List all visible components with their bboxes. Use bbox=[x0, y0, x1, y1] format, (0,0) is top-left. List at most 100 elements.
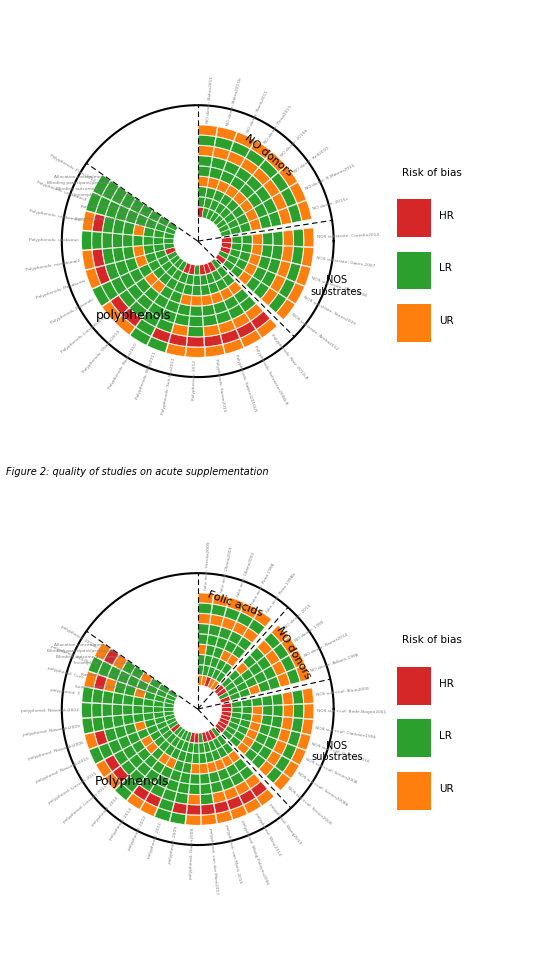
Wedge shape bbox=[136, 278, 151, 293]
Wedge shape bbox=[249, 663, 262, 676]
Wedge shape bbox=[198, 665, 203, 675]
Wedge shape bbox=[227, 687, 239, 695]
Text: Polyphenols: Sabeel2016LR: Polyphenols: Sabeel2016LR bbox=[234, 353, 257, 412]
Wedge shape bbox=[186, 815, 201, 825]
Wedge shape bbox=[198, 197, 205, 207]
Wedge shape bbox=[158, 684, 170, 693]
Text: NO donor: 2015c: NO donor: 2015c bbox=[312, 197, 349, 211]
Wedge shape bbox=[212, 738, 222, 749]
Wedge shape bbox=[296, 665, 310, 682]
Text: Selective reporting: Selective reporting bbox=[114, 211, 156, 215]
Wedge shape bbox=[232, 646, 245, 659]
Wedge shape bbox=[252, 754, 266, 769]
Wedge shape bbox=[218, 768, 230, 780]
Wedge shape bbox=[204, 198, 212, 209]
Wedge shape bbox=[92, 214, 105, 232]
Wedge shape bbox=[261, 288, 278, 306]
Wedge shape bbox=[108, 739, 122, 754]
Wedge shape bbox=[253, 168, 270, 185]
Wedge shape bbox=[212, 270, 222, 282]
Wedge shape bbox=[180, 773, 190, 783]
Wedge shape bbox=[198, 146, 214, 157]
Wedge shape bbox=[145, 719, 156, 728]
Wedge shape bbox=[249, 254, 261, 266]
Wedge shape bbox=[245, 774, 260, 789]
Text: polyphenol: 2012: polyphenol: 2012 bbox=[127, 816, 147, 851]
Wedge shape bbox=[237, 612, 253, 627]
Wedge shape bbox=[219, 224, 229, 232]
Wedge shape bbox=[246, 150, 265, 167]
Wedge shape bbox=[217, 266, 228, 278]
Wedge shape bbox=[187, 805, 200, 815]
Text: NO donor: 1990: NO donor: 1990 bbox=[295, 621, 325, 644]
Wedge shape bbox=[220, 246, 231, 254]
Wedge shape bbox=[282, 691, 293, 705]
Wedge shape bbox=[140, 777, 155, 792]
Wedge shape bbox=[227, 598, 244, 611]
Wedge shape bbox=[92, 717, 104, 732]
Wedge shape bbox=[167, 251, 178, 260]
Wedge shape bbox=[247, 193, 262, 207]
Wedge shape bbox=[136, 319, 155, 336]
Wedge shape bbox=[244, 798, 261, 814]
Wedge shape bbox=[115, 316, 135, 335]
Wedge shape bbox=[281, 637, 297, 654]
Text: NOS sub+cof: Clarkson1996: NOS sub+cof: Clarkson1996 bbox=[315, 726, 376, 739]
Wedge shape bbox=[221, 243, 231, 248]
Wedge shape bbox=[219, 320, 235, 334]
Wedge shape bbox=[205, 731, 212, 741]
Wedge shape bbox=[243, 655, 256, 668]
Wedge shape bbox=[231, 712, 242, 719]
Text: Random sequence generation: Random sequence generation bbox=[81, 205, 147, 209]
Wedge shape bbox=[164, 711, 174, 716]
Wedge shape bbox=[261, 271, 276, 286]
Wedge shape bbox=[102, 233, 112, 248]
Wedge shape bbox=[297, 733, 311, 750]
Wedge shape bbox=[113, 692, 123, 705]
Wedge shape bbox=[123, 705, 133, 714]
Text: Polyphenols: Okamo2014: Polyphenols: Okamo2014 bbox=[82, 329, 121, 374]
Wedge shape bbox=[266, 767, 282, 783]
Wedge shape bbox=[154, 701, 164, 707]
Wedge shape bbox=[198, 125, 217, 137]
Text: NO donor: Adams 1998: NO donor: Adams 1998 bbox=[310, 653, 359, 673]
Wedge shape bbox=[125, 258, 138, 272]
Wedge shape bbox=[207, 635, 218, 647]
Wedge shape bbox=[193, 743, 199, 753]
Wedge shape bbox=[148, 260, 161, 271]
Wedge shape bbox=[213, 647, 224, 659]
Wedge shape bbox=[216, 660, 226, 671]
Wedge shape bbox=[164, 238, 173, 244]
Wedge shape bbox=[244, 263, 257, 276]
Text: polyphenol: 2013b: polyphenol: 2013b bbox=[60, 625, 97, 649]
Wedge shape bbox=[190, 306, 202, 316]
Wedge shape bbox=[98, 662, 112, 677]
Wedge shape bbox=[259, 159, 278, 179]
Wedge shape bbox=[147, 685, 158, 694]
Wedge shape bbox=[235, 167, 252, 182]
Wedge shape bbox=[241, 669, 253, 681]
Wedge shape bbox=[221, 329, 240, 344]
Wedge shape bbox=[281, 656, 295, 671]
Wedge shape bbox=[191, 764, 200, 774]
Wedge shape bbox=[199, 743, 205, 753]
Wedge shape bbox=[115, 783, 132, 800]
Text: folic acid: Pima 1998: folic acid: Pima 1998 bbox=[251, 562, 276, 605]
Wedge shape bbox=[115, 726, 127, 738]
Wedge shape bbox=[198, 136, 216, 146]
Wedge shape bbox=[297, 201, 311, 221]
Wedge shape bbox=[236, 663, 248, 674]
Wedge shape bbox=[123, 222, 135, 235]
Wedge shape bbox=[215, 759, 225, 771]
Wedge shape bbox=[235, 781, 250, 796]
Wedge shape bbox=[219, 692, 229, 700]
Wedge shape bbox=[274, 774, 290, 791]
Wedge shape bbox=[164, 232, 175, 239]
Wedge shape bbox=[181, 730, 188, 740]
Text: LR: LR bbox=[439, 264, 452, 273]
Wedge shape bbox=[170, 255, 180, 265]
Text: polyphenol: Linscott 2013: polyphenol: Linscott 2013 bbox=[62, 784, 108, 824]
Wedge shape bbox=[254, 203, 267, 218]
Wedge shape bbox=[96, 265, 110, 285]
Wedge shape bbox=[152, 280, 165, 293]
